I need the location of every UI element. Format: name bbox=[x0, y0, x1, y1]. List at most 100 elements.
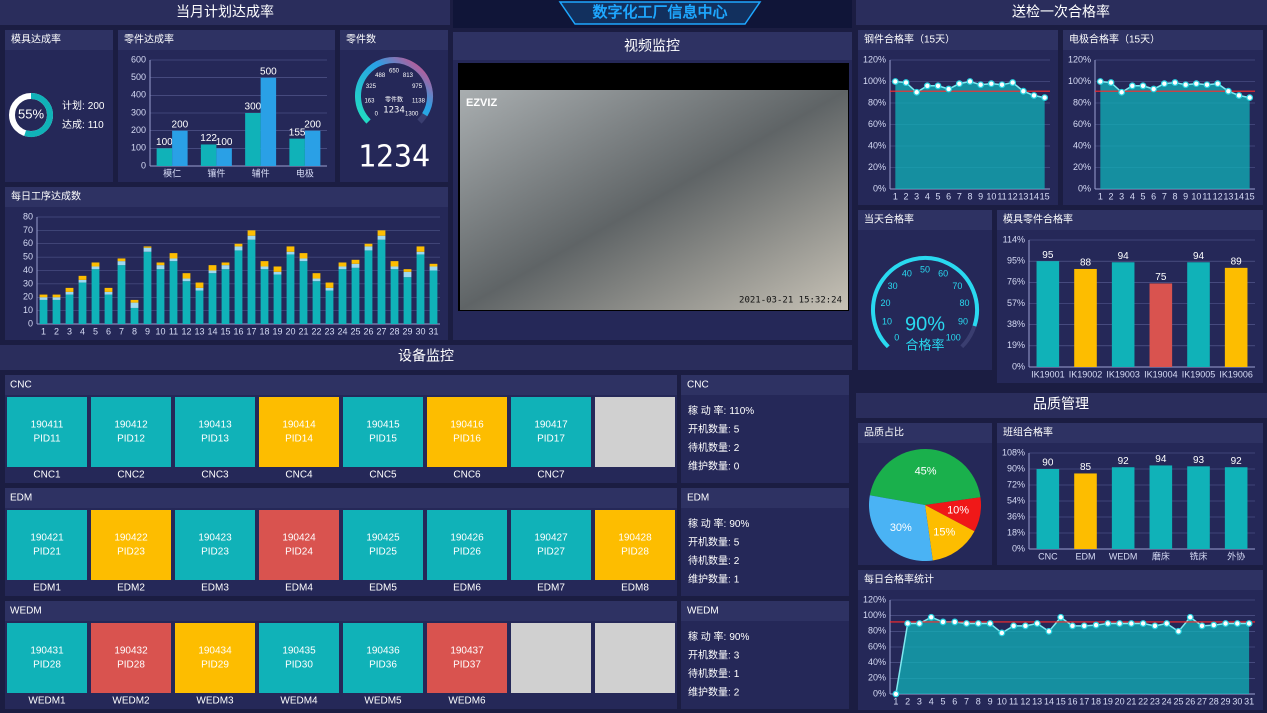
y-tick-label: 0% bbox=[873, 688, 886, 698]
x-tick-label: 5 bbox=[1140, 191, 1145, 201]
point bbox=[927, 613, 935, 621]
x-tick-label: IK19005 bbox=[1182, 369, 1216, 379]
machine-code: 190427 bbox=[534, 533, 568, 544]
machine-pid: PID15 bbox=[369, 434, 397, 445]
data-label: 30% bbox=[890, 522, 912, 534]
y-tick-label: 54% bbox=[1007, 495, 1025, 505]
y-tick-label: 40% bbox=[1073, 140, 1091, 150]
machine-pid: PID28 bbox=[117, 660, 145, 671]
point bbox=[1022, 622, 1029, 630]
gauge-tick-label: 80 bbox=[959, 298, 969, 308]
bar bbox=[1224, 467, 1248, 549]
gauge-value-label: 1234 bbox=[383, 106, 405, 116]
bar-segment bbox=[312, 281, 321, 324]
panel-header bbox=[681, 488, 849, 508]
machine-name: EDM7 bbox=[537, 583, 565, 594]
x-tick-label: 辅件 bbox=[252, 167, 270, 178]
point bbox=[1175, 627, 1182, 635]
bar-segment bbox=[65, 294, 74, 324]
bar-segment bbox=[286, 251, 295, 255]
y-tick-label: 80% bbox=[868, 626, 886, 636]
x-tick-label: 8 bbox=[976, 696, 981, 706]
point bbox=[939, 618, 947, 626]
x-tick-label: 9 bbox=[1183, 191, 1188, 201]
bar-segment bbox=[247, 230, 256, 236]
y-tick-label: 19% bbox=[1007, 340, 1025, 350]
panel-title: WEDM bbox=[10, 606, 42, 617]
stat: 维护数量: 2 bbox=[688, 685, 740, 698]
bar bbox=[1074, 268, 1097, 367]
x-tick-label: 13 bbox=[194, 326, 204, 336]
section-title: 送检一次合格率 bbox=[1012, 4, 1110, 20]
y-tick-label: 300 bbox=[131, 107, 146, 117]
y-tick-label: 10 bbox=[23, 305, 33, 315]
machine-name: CNC6 bbox=[453, 470, 481, 481]
point bbox=[1069, 622, 1076, 630]
bar-segment bbox=[143, 251, 152, 324]
x-tick-label: 16 bbox=[1067, 696, 1077, 706]
y-tick-label: 108% bbox=[1002, 447, 1025, 457]
machine-pid: PID24 bbox=[285, 547, 313, 558]
machine-code: 190432 bbox=[114, 646, 148, 657]
data-label: 10% bbox=[947, 505, 969, 517]
machine-tile bbox=[427, 510, 507, 580]
bar-segment bbox=[195, 287, 204, 291]
bar bbox=[156, 148, 173, 166]
point bbox=[1092, 621, 1100, 629]
point bbox=[955, 80, 963, 88]
y-tick-label: 0 bbox=[28, 318, 33, 328]
section-title: 当月计划达成率 bbox=[176, 4, 274, 20]
digital-value: 1234 bbox=[358, 140, 430, 175]
data-label: 100 bbox=[216, 137, 233, 148]
bar-segment bbox=[91, 262, 100, 267]
y-tick-label: 30 bbox=[23, 278, 33, 288]
bar bbox=[1111, 262, 1135, 367]
machine-pid: PID13 bbox=[201, 434, 229, 445]
point bbox=[1010, 622, 1018, 630]
legend-item: 达成: 110 bbox=[62, 119, 104, 131]
bar-segment bbox=[377, 235, 386, 240]
bar-segment bbox=[221, 262, 230, 266]
stat-value: 2 bbox=[734, 687, 740, 698]
machine-name: CNC1 bbox=[33, 470, 61, 481]
machine-code: 190412 bbox=[114, 420, 148, 431]
x-tick-label: 2 bbox=[905, 696, 910, 706]
bar-segment bbox=[39, 294, 48, 298]
y-tick-label: 0% bbox=[1078, 183, 1091, 193]
point bbox=[1150, 85, 1158, 93]
bar-segment bbox=[52, 299, 61, 324]
point bbox=[1127, 620, 1135, 627]
machine-tile bbox=[175, 623, 255, 693]
data-label: 45% bbox=[915, 465, 937, 477]
point bbox=[916, 620, 923, 627]
bar bbox=[1187, 466, 1210, 549]
gauge-tick-label: 650 bbox=[389, 69, 400, 75]
panel bbox=[5, 30, 113, 182]
bar-segment bbox=[208, 273, 217, 324]
machine-code: 190436 bbox=[366, 646, 400, 657]
x-tick-label: 15 bbox=[1040, 191, 1050, 201]
point bbox=[902, 79, 910, 86]
data-label: 300 bbox=[245, 102, 262, 113]
panel-header bbox=[118, 30, 335, 50]
bar bbox=[260, 77, 277, 166]
panel-title: 每日合格率统计 bbox=[864, 573, 934, 586]
bar-segment bbox=[273, 274, 282, 324]
point bbox=[1233, 620, 1241, 627]
x-tick-label: 14 bbox=[207, 326, 217, 336]
bar-segment bbox=[91, 266, 100, 270]
x-tick-label: 21 bbox=[1126, 696, 1136, 706]
gauge-tick-label: 90 bbox=[958, 317, 968, 327]
panel-title: 品质占比 bbox=[864, 426, 904, 439]
panel-title: EDM bbox=[10, 493, 32, 504]
stat-value: 90% bbox=[729, 519, 749, 530]
x-tick-label: 11 bbox=[169, 326, 178, 336]
x-tick-label: 12 bbox=[181, 326, 191, 336]
x-tick-label: 30 bbox=[415, 326, 425, 336]
machine-pid: PID25 bbox=[369, 547, 397, 558]
machine-code: 190434 bbox=[198, 646, 232, 657]
bar-segment bbox=[260, 266, 269, 270]
bar-segment bbox=[273, 271, 282, 275]
y-tick-label: 60% bbox=[868, 119, 886, 129]
bar-segment bbox=[364, 246, 373, 251]
